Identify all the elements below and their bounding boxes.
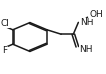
Text: F: F [3, 46, 8, 55]
Text: Cl: Cl [1, 19, 10, 28]
Text: OH: OH [90, 10, 104, 19]
Text: NH: NH [79, 45, 92, 54]
Text: NH: NH [80, 18, 94, 26]
